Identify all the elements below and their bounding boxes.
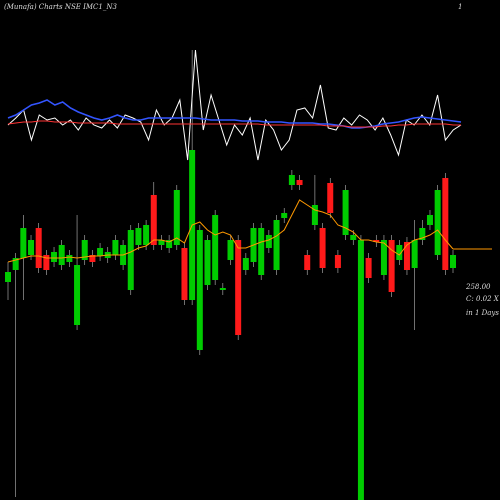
moving-average	[7, 199, 454, 263]
candle-body	[212, 215, 219, 280]
candle-body	[265, 235, 272, 248]
candle-body	[181, 248, 188, 300]
candle-body	[450, 255, 456, 268]
annotation: C: 0.02 X	[466, 295, 500, 303]
candle-body	[281, 213, 288, 218]
candle-body	[196, 230, 203, 350]
candle-body	[158, 240, 165, 245]
candle-body	[319, 228, 326, 268]
annotation: in 1 Days	[466, 309, 499, 317]
candle-body	[5, 272, 11, 282]
candle-body	[12, 258, 19, 270]
candle-body	[97, 248, 104, 256]
chart-title: (Munafa) Charts NSE IMC1_N3	[4, 3, 117, 11]
candle-body	[227, 240, 234, 260]
annotation: 1	[458, 3, 462, 11]
candle-body	[373, 240, 380, 242]
candle-body	[20, 228, 27, 258]
candle-body	[380, 240, 387, 275]
candle-body	[58, 245, 65, 265]
candle-body	[296, 180, 303, 185]
candle-body	[273, 220, 280, 270]
candle-body	[235, 240, 242, 335]
candle-body	[357, 240, 364, 500]
indicator-line	[7, 99, 462, 129]
candle-body	[143, 225, 150, 245]
candle-body	[403, 242, 410, 270]
candle-body	[434, 190, 441, 255]
candle-body	[74, 265, 81, 325]
candle-body	[388, 240, 395, 292]
candle-body	[150, 195, 157, 245]
candle-body	[89, 255, 96, 262]
candle-body	[35, 228, 42, 268]
candle-body	[426, 215, 433, 225]
candle-body	[442, 178, 449, 270]
candle-body	[342, 190, 349, 235]
candle-body	[127, 230, 134, 290]
candle-body	[419, 228, 426, 240]
candle-body	[173, 190, 180, 245]
candle-body	[242, 258, 249, 270]
candle-body	[288, 175, 295, 185]
candle-body	[411, 240, 418, 268]
candle-body	[204, 240, 211, 285]
annotation: 258.00	[465, 283, 491, 291]
candle-body	[350, 235, 357, 240]
candle-body	[327, 183, 334, 213]
candle-body	[365, 258, 372, 278]
candle-body	[311, 205, 318, 225]
candle-body	[66, 255, 73, 262]
candle-body	[81, 240, 88, 260]
candle-body	[334, 255, 341, 268]
candle-body	[219, 288, 226, 290]
candle-body	[166, 240, 173, 248]
candle-body	[51, 252, 58, 262]
candle-body	[304, 255, 311, 270]
candle-body	[43, 255, 50, 270]
candle-body	[28, 240, 35, 255]
indicator-line	[7, 120, 461, 128]
candle-body	[396, 245, 403, 260]
candle-body	[135, 228, 142, 245]
candle-body	[258, 228, 265, 275]
candle-body	[112, 240, 119, 255]
